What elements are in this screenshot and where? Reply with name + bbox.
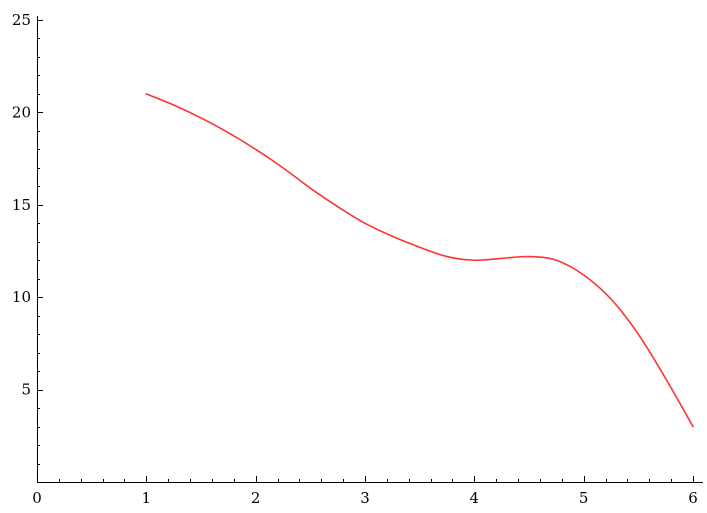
series-line bbox=[145, 93, 694, 428]
y-tick-label: 5 bbox=[21, 381, 31, 399]
series bbox=[145, 93, 694, 428]
tick-marks bbox=[37, 20, 694, 483]
x-tick-label: 3 bbox=[360, 489, 370, 507]
y-tick-label: 25 bbox=[12, 11, 31, 29]
x-tick-label: 4 bbox=[470, 489, 480, 507]
y-tick-label: 20 bbox=[12, 103, 31, 121]
y-tick-label: 15 bbox=[12, 196, 31, 214]
x-tick-label: 2 bbox=[251, 489, 261, 507]
y-tick-label: 10 bbox=[12, 288, 31, 306]
x-tick-label: 1 bbox=[142, 489, 152, 507]
x-tick-label: 0 bbox=[32, 489, 42, 507]
axes bbox=[37, 16, 703, 483]
x-tick-label: 5 bbox=[579, 489, 589, 507]
x-tick-label: 6 bbox=[688, 489, 698, 507]
tick-labels: 0 1 2 3 4 5 6 5 10 15 20 25 bbox=[12, 11, 698, 507]
